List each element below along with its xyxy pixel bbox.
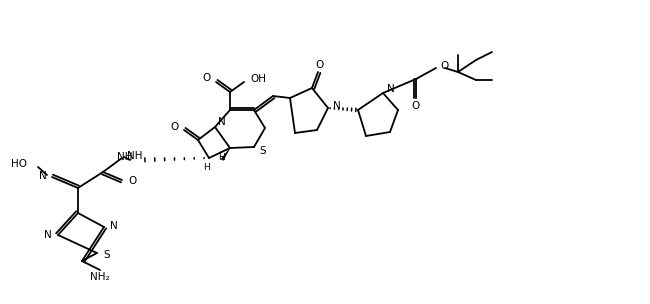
- Text: O: O: [316, 60, 324, 70]
- Text: O: O: [128, 176, 136, 186]
- Text: N: N: [39, 171, 47, 181]
- Text: O: O: [171, 122, 179, 132]
- Text: O: O: [203, 73, 211, 83]
- Text: H: H: [203, 164, 209, 172]
- Text: N: N: [333, 101, 341, 111]
- Text: NH: NH: [127, 151, 142, 161]
- Text: N: N: [387, 84, 395, 94]
- Text: O: O: [440, 61, 448, 71]
- Polygon shape: [221, 148, 230, 161]
- Text: O: O: [411, 101, 419, 111]
- Text: S: S: [103, 250, 110, 260]
- Text: S: S: [259, 146, 266, 156]
- Text: NH: NH: [116, 152, 132, 162]
- Text: H: H: [218, 153, 225, 161]
- Text: N: N: [110, 221, 118, 231]
- Text: N: N: [218, 117, 226, 127]
- Text: N: N: [44, 230, 52, 240]
- Text: HO: HO: [11, 159, 27, 169]
- Text: NH₂: NH₂: [90, 272, 110, 282]
- Text: OH: OH: [250, 74, 266, 84]
